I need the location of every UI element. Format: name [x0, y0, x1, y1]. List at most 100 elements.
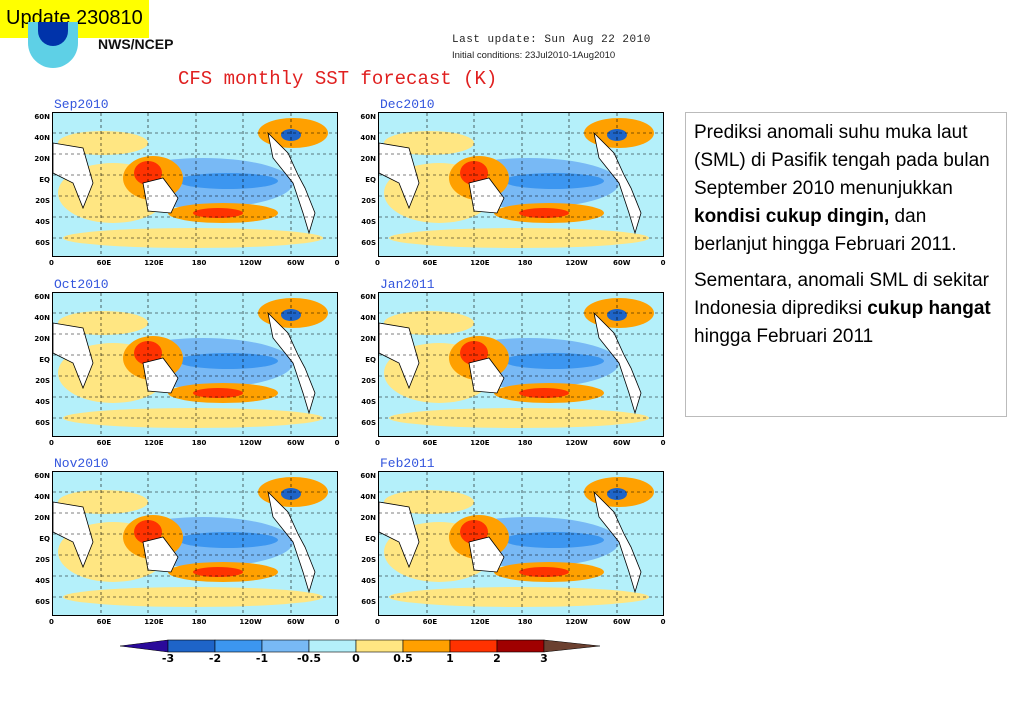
text: dan berlanjut hingga Februari 2011.	[694, 206, 957, 255]
text: hingga Februari 2011	[694, 326, 874, 347]
lon-label: 180	[517, 618, 533, 626]
lon-label: 60E	[422, 618, 438, 626]
lat-label: 20S	[35, 197, 50, 205]
lat-label: 40N	[34, 314, 50, 322]
sst-anomaly-map	[52, 471, 338, 616]
colorbar-segment	[167, 639, 216, 653]
lon-label: 60W	[613, 439, 631, 447]
lon-label: 120E	[470, 439, 490, 447]
colorbar-label: 2	[493, 652, 501, 665]
colorbar-segment	[261, 639, 310, 653]
lon-label: 180	[191, 439, 207, 447]
colorbar-label: 0	[352, 652, 360, 665]
lat-label: 60S	[361, 419, 376, 427]
lat-label: 40S	[35, 218, 50, 226]
lon-label: 120E	[144, 618, 164, 626]
lat-label: 60S	[361, 239, 376, 247]
lat-label: 40N	[360, 493, 376, 501]
colorbar-low-arrow	[120, 639, 169, 653]
lat-label: 60N	[34, 472, 50, 480]
lon-label: 120W	[565, 618, 588, 626]
lat-label: EQ	[39, 535, 50, 543]
panel-title: Dec2010	[380, 97, 435, 112]
colorbar-segment	[308, 639, 357, 653]
lat-label: 40N	[34, 493, 50, 501]
lat-label: 20S	[361, 556, 376, 564]
lat-label: 20N	[34, 514, 50, 522]
lon-label: 0	[375, 259, 380, 267]
lat-label: 60S	[35, 419, 50, 427]
lat-label: 40S	[35, 398, 50, 406]
colorbar-segment	[402, 639, 451, 653]
lon-label: 60W	[613, 618, 631, 626]
lat-label: EQ	[365, 535, 376, 543]
colorbar-segment	[449, 639, 498, 653]
lat-label: 60N	[34, 113, 50, 121]
sst-anomaly-map	[378, 471, 664, 616]
lon-label: 120W	[239, 439, 262, 447]
last-update: Last update: Sun Aug 22 2010	[452, 34, 651, 46]
bold-text: cukup hangat	[867, 298, 991, 319]
lat-label: 60N	[360, 472, 376, 480]
sst-anomaly-map	[52, 112, 338, 257]
lat-label: EQ	[39, 176, 50, 184]
lat-label: 20S	[361, 197, 376, 205]
lat-label: 20N	[360, 335, 376, 343]
lat-label: 60N	[34, 293, 50, 301]
lon-label: 120E	[144, 439, 164, 447]
lon-label: 120W	[239, 259, 262, 267]
colorbar-label: -1	[255, 652, 269, 665]
lon-label: 0	[334, 439, 340, 447]
noaa-logo	[28, 22, 78, 68]
panel-title: Oct2010	[54, 277, 109, 292]
lon-label: 60W	[287, 259, 305, 267]
lat-label: 60S	[361, 598, 376, 606]
lat-label: 40S	[361, 577, 376, 585]
lon-label: 120E	[470, 259, 490, 267]
lon-label: 0	[334, 259, 340, 267]
lat-label: 20S	[35, 556, 50, 564]
lon-label: 120W	[565, 259, 588, 267]
lon-label: 120E	[470, 618, 490, 626]
org-label: NWS/NCEP	[98, 36, 174, 52]
lat-label: 60N	[360, 293, 376, 301]
lon-label: 180	[191, 259, 207, 267]
sst-anomaly-map	[378, 112, 664, 257]
lon-label: 180	[517, 439, 533, 447]
paragraph-1: Prediksi anomali suhu muka laut (SML) di…	[694, 119, 998, 259]
lat-label: 20N	[360, 514, 376, 522]
lon-label: 60E	[422, 259, 438, 267]
lon-label: 180	[517, 259, 533, 267]
text: Sementara, anomali SML di sekitar Indone…	[694, 270, 989, 319]
colorbar-label: -0.5	[296, 652, 322, 665]
lon-label: 60W	[613, 259, 631, 267]
lat-label: 60S	[35, 239, 50, 247]
lat-label: 20N	[34, 155, 50, 163]
lat-label: EQ	[365, 176, 376, 184]
lat-label: 20N	[34, 335, 50, 343]
colorbar-high-arrow	[543, 639, 600, 653]
lat-label: 60N	[360, 113, 376, 121]
sst-anomaly-map	[52, 292, 338, 437]
colorbar-label: -2	[208, 652, 222, 665]
lon-label: 60W	[287, 439, 305, 447]
lat-label: 40S	[361, 398, 376, 406]
lat-label: 40N	[360, 134, 376, 142]
lat-label: 40N	[34, 134, 50, 142]
colorbar-label: 0.5	[393, 652, 413, 665]
lat-label: 60S	[35, 598, 50, 606]
colorbar-segment	[496, 639, 545, 653]
panel-title: Nov2010	[54, 456, 109, 471]
figure-title: CFS monthly SST forecast (K)	[178, 68, 498, 90]
lon-label: 120W	[565, 439, 588, 447]
lon-label: 0	[49, 439, 54, 447]
panel-title: Jan2011	[380, 277, 435, 292]
lon-label: 0	[334, 618, 340, 626]
lon-label: 60W	[287, 618, 305, 626]
lon-label: 0	[375, 618, 380, 626]
lon-label: 180	[191, 618, 207, 626]
initial-conditions: Initial conditions: 23Jul2010-1Aug2010	[452, 50, 616, 61]
bold-text: kondisi cukup dingin,	[694, 206, 890, 227]
lon-label: 0	[49, 259, 54, 267]
lat-label: 20N	[360, 155, 376, 163]
